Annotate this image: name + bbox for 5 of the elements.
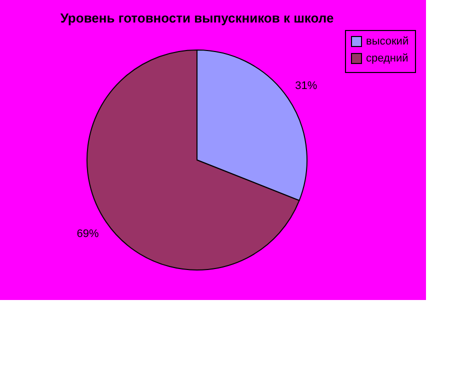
data-label: 69% <box>76 228 100 240</box>
legend-label: средний <box>366 52 408 64</box>
chart-title: Уровень готовности выпускников к школе <box>60 10 334 26</box>
data-label: 31% <box>295 80 318 92</box>
legend-label: высокий <box>366 36 409 48</box>
